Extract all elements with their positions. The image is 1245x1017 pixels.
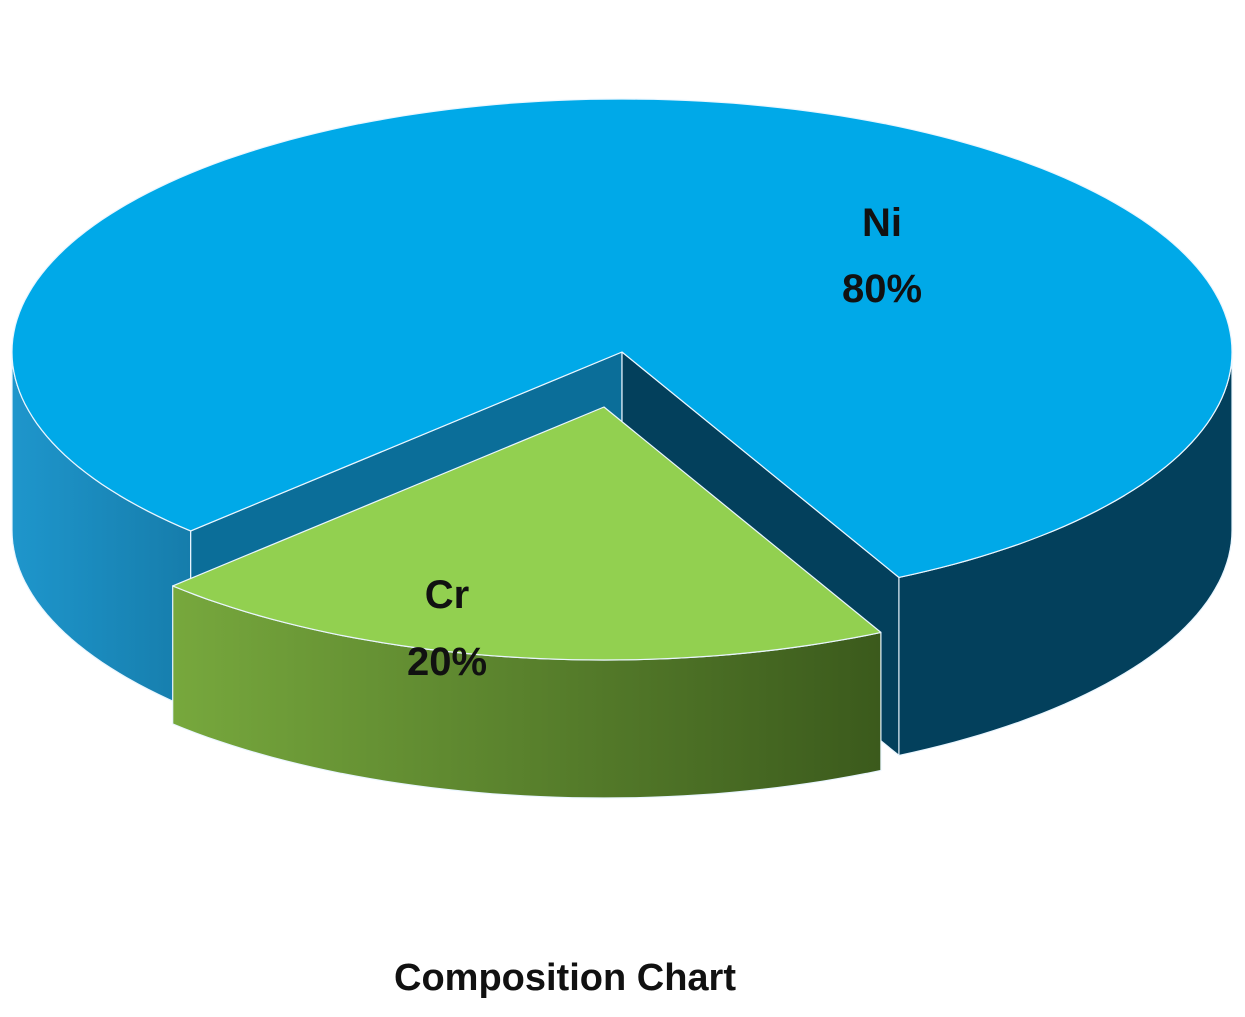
chart-title: Composition Chart: [394, 957, 736, 999]
slice-label-cr-value: 20%: [407, 640, 487, 684]
slice-label-ni-value: 80%: [842, 267, 922, 311]
slice-label-cr-name: Cr: [425, 573, 469, 617]
pie-slice-cr: [172, 406, 882, 799]
slice-label-ni-name: Ni: [862, 201, 902, 245]
pie-slice-ni-top: [11, 98, 1233, 578]
pie-slice-cr-top: [172, 406, 882, 661]
